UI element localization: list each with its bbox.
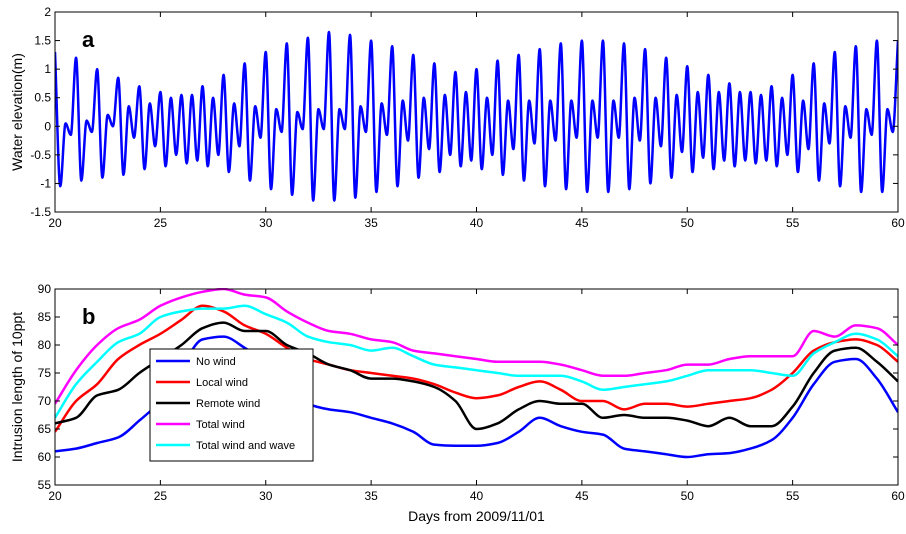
x-tick-label: 40 (470, 216, 484, 230)
x-tick-label: 20 (48, 489, 62, 503)
x-tick-label: 30 (259, 216, 273, 230)
legend-label: No wind (196, 356, 236, 368)
x-tick-label: 35 (364, 489, 378, 503)
y-tick-label: 65 (38, 422, 52, 436)
y-tick-label: 0 (44, 119, 51, 133)
y-tick-label: -1 (40, 176, 51, 190)
x-tick-label: 45 (575, 216, 589, 230)
x-tick-label: 40 (470, 489, 484, 503)
x-tick-label: 25 (154, 489, 168, 503)
legend-label: Total wind (196, 419, 245, 431)
y-tick-label: 80 (38, 338, 52, 352)
x-tick-label: 50 (681, 216, 695, 230)
y-tick-label: 70 (38, 394, 52, 408)
data-line (55, 335, 898, 459)
data-line (55, 321, 898, 431)
data-line (55, 30, 898, 202)
y-tick-label: 60 (38, 450, 52, 464)
y-tick-label: 90 (38, 282, 52, 296)
y-tick-label: 2 (44, 5, 51, 19)
legend-box (149, 348, 314, 462)
legend: No wind Local wind Remote wind Total wind To… (149, 348, 314, 462)
plot-area (55, 288, 898, 459)
data-line (55, 288, 898, 405)
legend-label: Total wind and wave (196, 440, 295, 452)
data-line (55, 304, 898, 419)
x-axis-label: Days from 2009/11/01 (408, 508, 545, 524)
y-tick-label: 1.5 (34, 34, 51, 48)
x-tick-label: 25 (154, 216, 168, 230)
y-tick-label: -0.5 (30, 148, 51, 162)
x-tick-label: 55 (786, 489, 800, 503)
x-tick-label: 30 (259, 489, 273, 503)
y-tick-label: 85 (38, 310, 52, 324)
legend-label: Remote wind (196, 398, 260, 410)
y-tick-label: 1 (44, 62, 51, 76)
y-tick-label: 0.5 (34, 91, 51, 105)
legend-label: Local wind (196, 377, 248, 389)
x-tick-label: 35 (364, 216, 378, 230)
x-tick-label: 45 (575, 489, 589, 503)
panel-label: b (82, 304, 95, 329)
y-axis-label: Water elevation(m) (9, 53, 25, 171)
y-tick-label: 75 (38, 366, 52, 380)
x-tick-label: 60 (891, 489, 905, 503)
y-tick-label: -1.5 (30, 205, 51, 219)
x-tick-label: 50 (681, 489, 695, 503)
axes-box (54, 11, 899, 213)
y-tick-label: 55 (38, 478, 52, 492)
panel-label: a (82, 27, 95, 52)
plot-area (55, 30, 898, 202)
x-tick-label: 55 (786, 216, 800, 230)
y-axis-label: Intrusion length of 10ppt (9, 312, 25, 462)
x-tick-label: 20 (48, 216, 62, 230)
x-tick-label: 60 (891, 216, 905, 230)
